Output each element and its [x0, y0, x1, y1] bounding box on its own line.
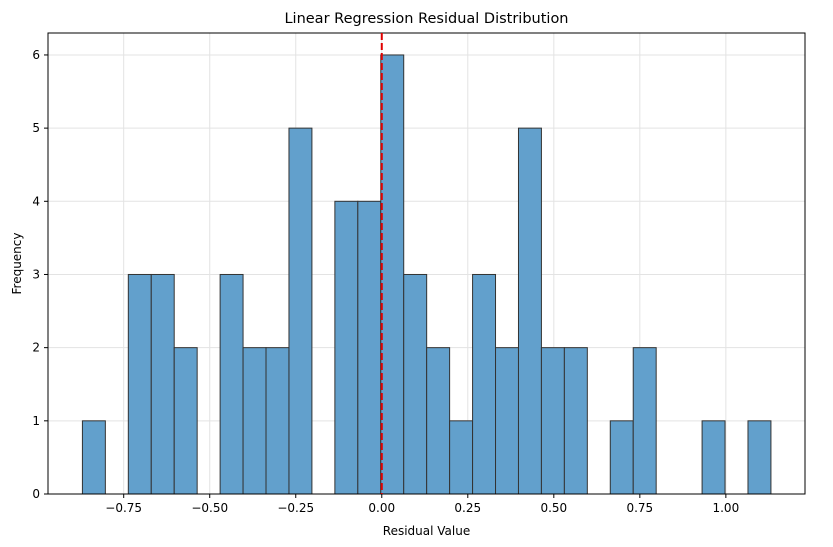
histogram-bar [495, 347, 519, 495]
x-tick-label: −0.50 [191, 501, 228, 515]
histogram-bar [219, 273, 244, 495]
x-axis-ticks: −0.75 −0.50 −0.25 0.00 0.25 0.50 0.75 1.00 [105, 494, 739, 515]
histogram-bar [127, 273, 152, 495]
histogram-bar [563, 347, 588, 495]
plot-frame [47, 32, 806, 495]
histogram-bar [540, 347, 565, 495]
y-tick-label: 0 [32, 487, 40, 501]
chart-title: Linear Regression Residual Distribution [284, 11, 568, 27]
histogram-bar [288, 127, 313, 495]
histogram-bar [265, 347, 290, 495]
x-axis-label: Residual Value [383, 524, 470, 538]
histogram-bar [701, 420, 726, 495]
x-tick-label: 0.00 [368, 501, 395, 515]
x-tick-label: −0.75 [105, 501, 142, 515]
y-tick-label: 1 [32, 414, 40, 428]
y-tick-label: 6 [32, 48, 40, 62]
histogram-bar [449, 420, 474, 495]
x-tick-label: 0.50 [540, 501, 567, 515]
x-tick-label: 0.25 [454, 501, 481, 515]
histogram-bar [403, 273, 428, 495]
y-axis-label: Frequency [10, 233, 24, 295]
histogram-bar [334, 200, 359, 495]
histogram-bar [426, 347, 451, 495]
histogram-bar [81, 420, 106, 495]
x-tick-label: −0.25 [277, 501, 314, 515]
y-tick-label: 4 [32, 194, 40, 208]
histogram-bar [173, 347, 198, 495]
histogram-bar [609, 420, 634, 495]
histogram-bar [242, 347, 267, 495]
histogram-bar [150, 273, 175, 495]
histogram-bar [747, 420, 772, 495]
y-axis-ticks: 0 1 2 3 4 5 6 [32, 48, 48, 501]
y-tick-label: 2 [32, 341, 40, 355]
histogram-bar [517, 127, 542, 495]
histogram-bar [472, 273, 497, 495]
histogram-bar [380, 54, 405, 495]
x-tick-label: 1.00 [712, 501, 739, 515]
y-tick-label: 3 [32, 267, 40, 281]
y-tick-label: 5 [32, 121, 40, 135]
x-tick-label: 0.75 [626, 501, 653, 515]
histogram-bar [632, 347, 657, 495]
histogram-bar [357, 200, 382, 495]
